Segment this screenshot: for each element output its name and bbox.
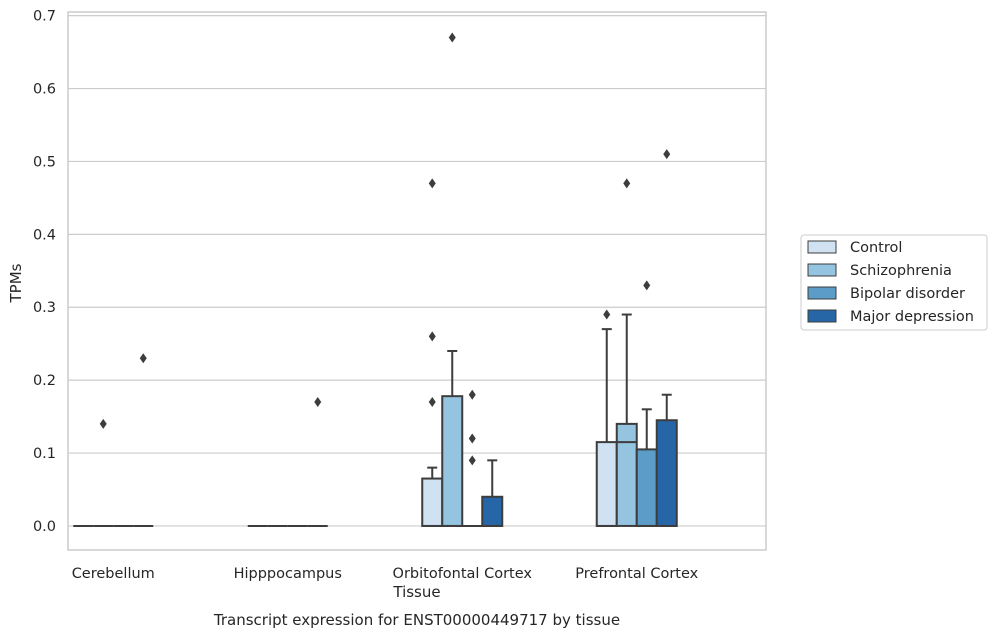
legend-label: Control — [850, 240, 902, 256]
box-plot-marks — [73, 32, 678, 527]
x-tick-label: Orbitofontal Cortex — [393, 566, 533, 582]
box-schizophrenia — [615, 178, 638, 527]
legend-label: Major depression — [850, 309, 974, 325]
y-tick-labels: 0.0 0.1 0.2 0.3 0.4 0.5 0.6 0.7 — [33, 9, 56, 535]
x-tick-label: Cerebellum — [72, 566, 155, 582]
box-bipolar-disorder — [462, 389, 483, 527]
legend-label: Bipolar disorder — [850, 286, 965, 302]
y-tick-label: 0.6 — [33, 82, 56, 98]
box-schizophrenia — [93, 418, 114, 527]
outlier-point — [428, 397, 436, 408]
legend-swatch — [807, 240, 837, 254]
x-tick-label: Prefrontal Cortex — [575, 566, 698, 582]
outlier-point — [468, 433, 476, 444]
y-tick-label: 0.1 — [33, 446, 56, 462]
chart-title: Transcript expression for ENST0000044971… — [213, 611, 620, 629]
legend-swatch — [807, 286, 837, 300]
box-body — [421, 477, 444, 527]
y-tick-label: 0.2 — [33, 373, 56, 389]
box-body — [655, 419, 678, 527]
box-major-depression — [133, 353, 154, 527]
outlier-point — [99, 418, 107, 429]
legend-label: Schizophrenia — [850, 263, 952, 279]
outlier-point — [428, 178, 436, 189]
box-major-depression — [655, 149, 678, 527]
y-tick-label: 0.3 — [33, 300, 56, 316]
outlier-point — [603, 309, 611, 320]
y-tick-label: 0.0 — [33, 519, 56, 535]
outlier-point — [468, 389, 476, 400]
y-tick-label: 0.5 — [33, 154, 56, 170]
box-control — [595, 309, 618, 527]
box-control — [421, 178, 444, 527]
legend: Control Schizophrenia Bipolar disorder Majo… — [800, 234, 988, 331]
box-bipolar-disorder — [635, 280, 658, 527]
outlier-point — [448, 32, 456, 43]
y-axis-label: TPMs — [7, 263, 25, 303]
box-schizophrenia — [441, 32, 464, 527]
legend-swatch — [807, 309, 837, 323]
outlier-point — [468, 455, 476, 466]
box-body — [595, 441, 618, 527]
x-tick-labels: Cerebellum Hipppocampus Orbitofontal Corte… — [72, 566, 699, 582]
outlier-point — [314, 397, 322, 408]
y-tick-label: 0.4 — [33, 227, 56, 243]
plot-frame — [67, 11, 767, 551]
legend-frame — [800, 234, 988, 331]
outlier-point — [623, 178, 631, 189]
box-body — [635, 448, 658, 527]
box-body — [615, 422, 638, 527]
outlier-point — [663, 149, 671, 160]
x-tick-label: Hipppocampus — [234, 566, 342, 582]
y-tick-label: 0.7 — [33, 9, 56, 25]
box-body — [441, 395, 464, 527]
box-major-depression — [481, 459, 504, 527]
legend-swatch — [807, 263, 837, 277]
outlier-point — [428, 331, 436, 342]
box-body — [481, 495, 504, 527]
gridlines — [68, 15, 766, 527]
box-major-depression — [307, 397, 328, 527]
outlier-point — [643, 280, 651, 291]
x-axis-label: Tissue — [392, 583, 440, 601]
outlier-point — [139, 353, 147, 364]
